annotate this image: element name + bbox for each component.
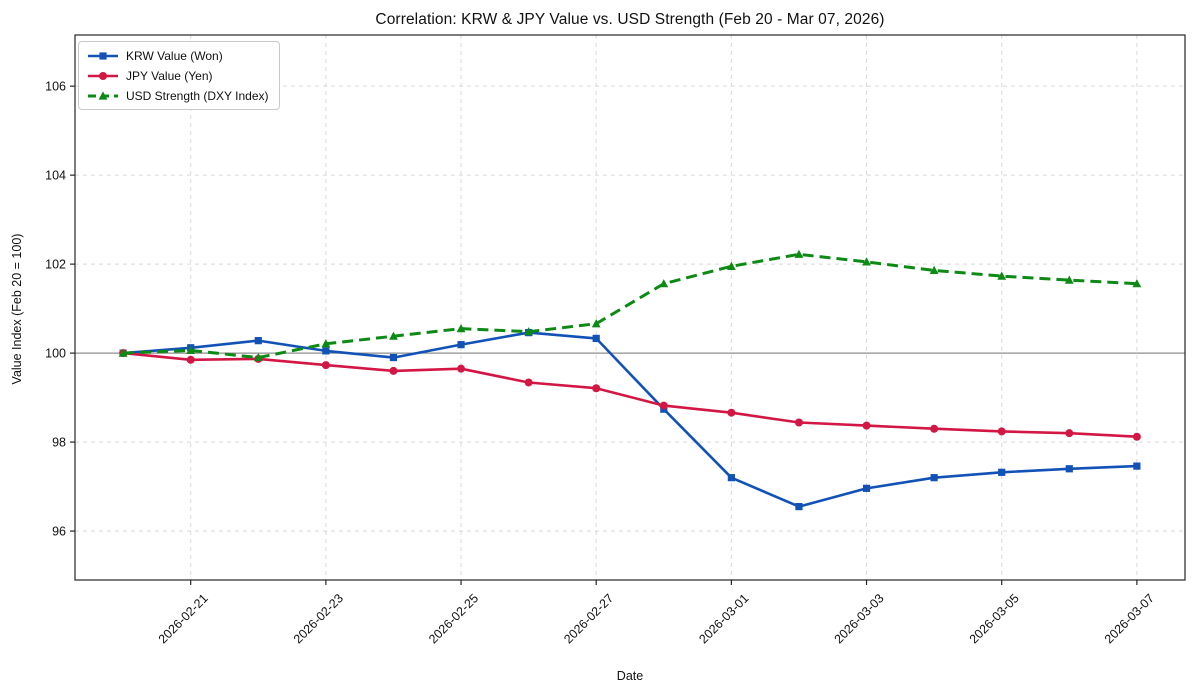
data-point [456, 324, 466, 333]
x-tick-label: 2026-03-07 [1102, 591, 1157, 646]
series-line [122, 331, 1137, 508]
triangle-marker-icon [88, 90, 118, 100]
x-tick-label: 2026-03-01 [696, 591, 751, 646]
data-point [186, 355, 195, 364]
data-point [592, 334, 600, 343]
circle-marker-icon [88, 71, 118, 80]
x-tick-label: 2026-02-27 [561, 591, 616, 646]
data-point [322, 347, 330, 355]
series-krw [119, 329, 1141, 511]
x-tick-label: 2026-02-23 [291, 591, 346, 646]
legend-label: USD Strength (DXY Index) [126, 88, 269, 103]
data-point [794, 418, 803, 427]
data-point [186, 345, 196, 355]
data-point [1132, 432, 1141, 441]
data-point [659, 279, 669, 288]
data-point [862, 484, 871, 492]
data-point [457, 364, 466, 373]
data-point [389, 366, 398, 375]
data-point [1065, 429, 1074, 438]
y-tick-label: 96 [52, 525, 66, 539]
data-point [118, 348, 128, 357]
data-point [99, 51, 107, 60]
data-point [253, 352, 263, 362]
data-point [254, 337, 262, 345]
y-tick-label: 104 [45, 169, 66, 183]
data-point [795, 502, 803, 511]
data-point [659, 401, 668, 410]
series-line [123, 252, 1137, 360]
data-point [727, 474, 735, 482]
y-tick-label: 106 [45, 80, 66, 94]
data-point [592, 384, 601, 393]
data-point [98, 90, 108, 100]
data-point [457, 341, 465, 349]
data-point [794, 249, 804, 258]
series-jpy [119, 349, 1141, 441]
data-point [524, 327, 534, 336]
data-point [1133, 462, 1141, 470]
x-tick-label: 2026-02-21 [156, 591, 211, 646]
square-marker-icon [88, 51, 118, 60]
chart-title: Correlation: KRW & JPY Value vs. USD Str… [375, 11, 885, 28]
x-tick-label: 2026-03-05 [967, 591, 1022, 646]
data-point [389, 353, 398, 362]
data-point [321, 339, 331, 348]
data-point [929, 265, 939, 274]
y-tick-label: 100 [45, 347, 66, 361]
data-point [727, 408, 736, 417]
data-point [930, 474, 938, 482]
data-point [997, 271, 1007, 280]
series-line [122, 351, 1137, 438]
legend-label: KRW Value (Won) [126, 48, 223, 63]
series-usd [118, 249, 1142, 362]
data-point [726, 261, 736, 270]
data-point [99, 71, 107, 80]
legend-item: KRW Value (Won) [87, 47, 269, 64]
data-point [1064, 275, 1074, 284]
data-point [591, 319, 601, 328]
y-tick-label: 98 [52, 436, 66, 450]
data-point [930, 424, 939, 433]
x-axis-label: Date [616, 669, 644, 683]
data-point [862, 421, 871, 430]
data-point [524, 378, 533, 387]
legend-item: JPY Value (Yen) [87, 67, 269, 84]
axes-border [74, 34, 1186, 581]
data-point [321, 361, 330, 370]
data-point [1065, 465, 1073, 473]
gridlines [75, 35, 1185, 580]
legend-label: JPY Value (Yen) [126, 68, 213, 83]
data-point [862, 257, 871, 266]
data-point [389, 331, 398, 340]
legend: KRW Value (Won) JPY Value (Yen) USD Streng… [78, 41, 280, 110]
x-tick-label: 2026-03-03 [832, 591, 887, 646]
axis-ticks: 96 98 100 102 104 106 2026-02-21 2026-02-23 2026… [45, 80, 1157, 647]
data-point [1132, 279, 1142, 288]
data-point [997, 427, 1006, 436]
legend-item: USD Strength (DXY Index) [87, 87, 269, 104]
x-tick-label: 2026-02-25 [426, 591, 481, 646]
y-tick-label: 102 [45, 258, 66, 272]
data-point [998, 468, 1006, 476]
